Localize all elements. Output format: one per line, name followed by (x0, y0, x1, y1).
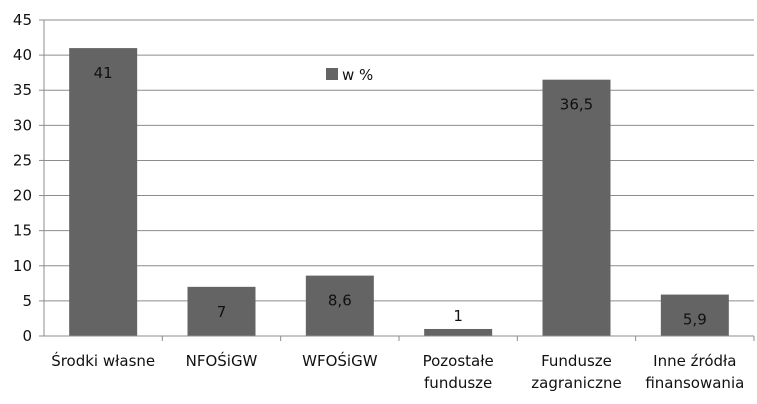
y-tick-label: 5 (22, 292, 32, 310)
bar (542, 79, 611, 336)
y-tick-label: 0 (22, 327, 32, 345)
data-label: 1 (453, 307, 463, 325)
data-label: 8,6 (328, 292, 352, 310)
bar (424, 328, 493, 336)
bars: 41 7 8,6 1 36,5 5,9 (69, 48, 729, 336)
x-tick-label: Inne źródła finansowania (645, 352, 744, 392)
bar (660, 294, 729, 336)
legend: w % (326, 66, 373, 84)
y-tick-label: 35 (13, 81, 32, 99)
y-tick-label: 15 (13, 222, 32, 240)
x-tick-label: Fundusze zagraniczne (531, 352, 621, 392)
legend-swatch (326, 68, 338, 80)
data-label: 5,9 (683, 311, 707, 329)
data-label: 41 (94, 64, 113, 82)
x-tick-label: Pozostałe fundusze (423, 352, 494, 392)
data-label: 7 (217, 303, 227, 321)
y-axis: 0 5 10 15 20 25 30 35 40 45 (13, 11, 45, 345)
y-tick-label: 45 (13, 11, 32, 29)
x-tick-label: Środki własne (51, 351, 155, 370)
data-label: 36,5 (560, 96, 593, 114)
x-axis: Środki własne NFOŚiGW WFOŚiGW Pozostałe fund… (44, 335, 755, 392)
y-tick-label: 40 (13, 46, 32, 64)
legend-label: w % (342, 66, 373, 84)
y-tick-label: 25 (13, 151, 32, 169)
bar (305, 275, 374, 336)
gridlines (44, 19, 754, 302)
y-tick-label: 20 (13, 187, 32, 205)
y-tick-label: 10 (13, 257, 32, 275)
x-tick-label: NFOŚiGW (186, 351, 258, 370)
bar (69, 48, 138, 336)
x-tick-label: WFOŚiGW (302, 351, 378, 370)
y-tick-label: 30 (13, 116, 32, 134)
bar (187, 286, 256, 336)
